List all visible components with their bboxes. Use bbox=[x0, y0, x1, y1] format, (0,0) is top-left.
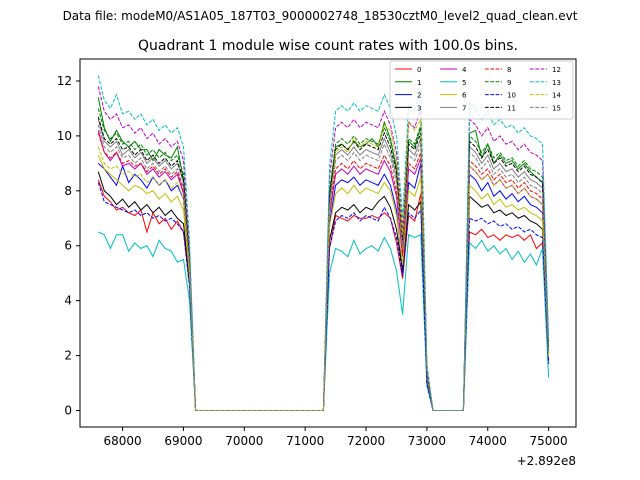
legend-label-13: 13 bbox=[552, 79, 561, 87]
legend-label-2: 2 bbox=[417, 92, 421, 100]
legend-label-10: 10 bbox=[507, 92, 516, 100]
y-tick-label: 4 bbox=[64, 294, 72, 308]
chart-title: Quadrant 1 module wise count rates with … bbox=[138, 38, 518, 54]
y-tick-label: 10 bbox=[57, 129, 72, 143]
legend-label-4: 4 bbox=[462, 66, 467, 74]
legend-label-0: 0 bbox=[417, 66, 421, 74]
legend-label-15: 15 bbox=[552, 104, 561, 112]
y-tick-label: 12 bbox=[57, 74, 72, 88]
legend-label-9: 9 bbox=[507, 79, 511, 87]
legend-label-3: 3 bbox=[417, 104, 421, 112]
y-tick-label: 6 bbox=[64, 239, 72, 253]
legend-label-1: 1 bbox=[417, 79, 421, 87]
x-tick-label: 75000 bbox=[530, 434, 568, 448]
legend-label-5: 5 bbox=[462, 79, 466, 87]
legend-label-6: 6 bbox=[462, 92, 467, 100]
legend-label-11: 11 bbox=[507, 104, 516, 112]
legend-label-7: 7 bbox=[462, 104, 466, 112]
series-line-11 bbox=[97, 116, 550, 411]
series-line-14 bbox=[97, 117, 550, 411]
x-tick-label: 71000 bbox=[286, 434, 324, 448]
x-tick-label: 69000 bbox=[164, 434, 202, 448]
x-offset-label: +2.892e8 bbox=[517, 454, 576, 468]
axes-spines bbox=[79, 58, 577, 428]
legend-label-12: 12 bbox=[552, 66, 561, 74]
legend-box bbox=[389, 60, 574, 120]
x-tick-label: 68000 bbox=[104, 434, 142, 448]
x-tick-label: 73000 bbox=[408, 434, 446, 448]
series-layer bbox=[97, 75, 550, 411]
figure-suptitle: Data file: modeM0/AS1A05_187T03_90000027… bbox=[63, 9, 578, 23]
y-tick-label: 2 bbox=[64, 349, 72, 363]
series-line-10 bbox=[97, 182, 550, 411]
x-tick-label: 72000 bbox=[347, 434, 385, 448]
legend-label-14: 14 bbox=[552, 92, 561, 100]
y-tick-label: 8 bbox=[64, 184, 72, 198]
y-tick-label: 0 bbox=[64, 404, 72, 418]
x-tick-label: 74000 bbox=[469, 434, 507, 448]
x-tick-label: 70000 bbox=[225, 434, 263, 448]
axes: 68000 69000 70000 71000 72000 73000 74000 75000… bbox=[57, 58, 577, 468]
series-line-15 bbox=[97, 124, 550, 411]
legend-label-8: 8 bbox=[507, 66, 511, 74]
